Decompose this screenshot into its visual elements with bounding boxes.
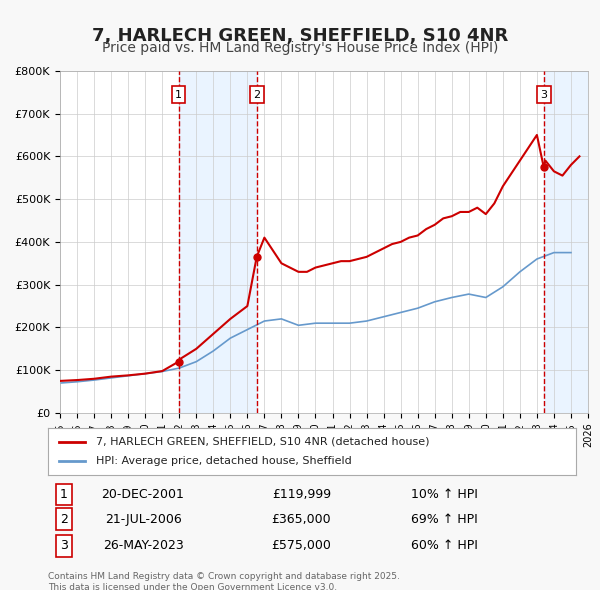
Text: 1: 1 — [175, 90, 182, 100]
Bar — [544, 71, 588, 413]
Text: 26-MAY-2023: 26-MAY-2023 — [103, 539, 184, 552]
Text: 69% ↑ HPI: 69% ↑ HPI — [410, 513, 478, 526]
Text: 2: 2 — [253, 90, 260, 100]
Text: 2: 2 — [60, 513, 68, 526]
Text: HPI: Average price, detached house, Sheffield: HPI: Average price, detached house, Shef… — [95, 456, 351, 466]
Text: £575,000: £575,000 — [272, 539, 331, 552]
Text: 7, HARLECH GREEN, SHEFFIELD, S10 4NR (detached house): 7, HARLECH GREEN, SHEFFIELD, S10 4NR (de… — [95, 437, 429, 447]
Text: 3: 3 — [540, 90, 547, 100]
Text: Contains HM Land Registry data © Crown copyright and database right 2025.
This d: Contains HM Land Registry data © Crown c… — [48, 572, 400, 590]
Text: 20-DEC-2001: 20-DEC-2001 — [101, 488, 184, 501]
Text: Price paid vs. HM Land Registry's House Price Index (HPI): Price paid vs. HM Land Registry's House … — [102, 41, 498, 55]
Text: 10% ↑ HPI: 10% ↑ HPI — [410, 488, 478, 501]
Text: 3: 3 — [60, 539, 68, 552]
Text: 60% ↑ HPI: 60% ↑ HPI — [410, 539, 478, 552]
Text: £119,999: £119,999 — [272, 488, 331, 501]
Text: 7, HARLECH GREEN, SHEFFIELD, S10 4NR: 7, HARLECH GREEN, SHEFFIELD, S10 4NR — [92, 27, 508, 45]
Bar — [179, 71, 257, 413]
Text: 21-JUL-2006: 21-JUL-2006 — [104, 513, 181, 526]
Text: £365,000: £365,000 — [272, 513, 331, 526]
Text: 1: 1 — [60, 488, 68, 501]
